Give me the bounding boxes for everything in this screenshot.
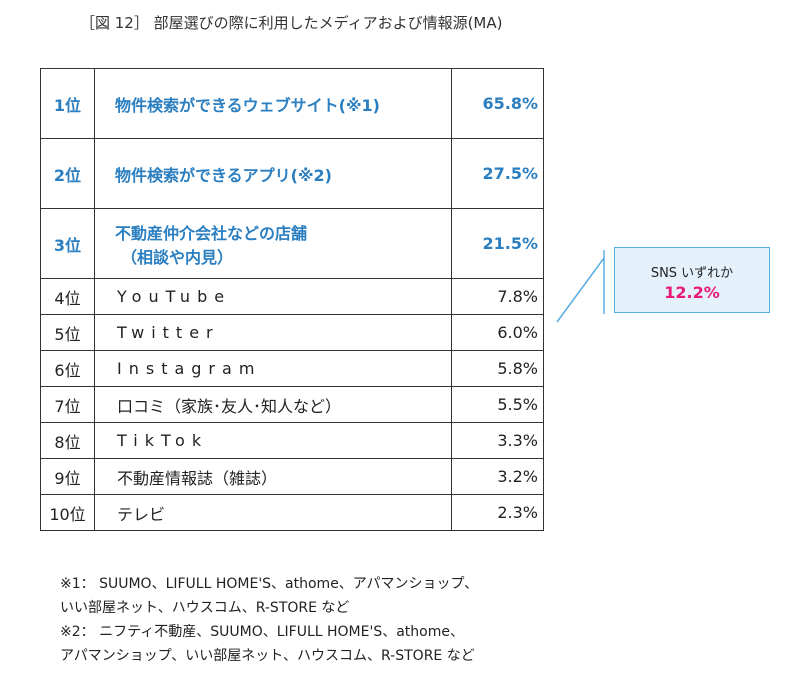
- rank-cell: 9位: [40, 458, 95, 495]
- figure-title: ［図 12］ 部屋選びの際に利用したメディアおよび情報源(MA): [80, 14, 503, 32]
- footnote-1-cont: いい部屋ネット、ハウスコム、R-STORE など: [60, 600, 350, 616]
- rank-cell: 4位: [40, 278, 95, 315]
- table-row: 2位 物件検索ができるアプリ(※2) 27.5%: [40, 138, 544, 209]
- rank-cell: 7位: [40, 386, 95, 423]
- item-cell: 物件検索ができるウェブサイト(※1): [94, 68, 452, 139]
- ranking-table: 1位 物件検索ができるウェブサイト(※1) 65.8% 2位 物件検索ができるア…: [40, 68, 544, 531]
- value-cell: 21.5%: [451, 208, 544, 279]
- callout-pointer-line: [556, 257, 605, 323]
- table-row: 1位 物件検索ができるウェブサイト(※1) 65.8%: [40, 68, 544, 139]
- footnote-1: ※1： SUUMO、LIFULL HOME'S、athome、アパマンショップ、: [60, 576, 479, 592]
- value-cell: 27.5%: [451, 138, 544, 209]
- item-cell: TikTok: [94, 422, 452, 459]
- item-cell: 不動産情報誌（雑誌）: [94, 458, 452, 495]
- item-cell: テレビ: [94, 494, 452, 531]
- value-cell: 6.0%: [451, 314, 544, 351]
- item-cell: 物件検索ができるアプリ(※2): [94, 138, 452, 209]
- footnote-2: ※2： ニフティ不動産、SUUMO、LIFULL HOME'S、athome、: [60, 624, 464, 640]
- value-cell: 3.2%: [451, 458, 544, 495]
- value-cell: 7.8%: [451, 278, 544, 315]
- value-cell: 3.3%: [451, 422, 544, 459]
- table-row: 5位 Twitter 6.0%: [40, 314, 544, 351]
- callout-value: 12.2%: [664, 283, 720, 302]
- item-cell: YouTube: [94, 278, 452, 315]
- table-row: 8位 TikTok 3.3%: [40, 422, 544, 459]
- footnote-2-cont: アパマンショップ、いい部屋ネット、ハウスコム、R-STORE など: [60, 648, 475, 664]
- rank-cell: 1位: [40, 68, 95, 139]
- item-cell: 口コミ（家族･友人･知人など）: [94, 386, 452, 423]
- value-cell: 2.3%: [451, 494, 544, 531]
- rank-cell: 3位: [40, 208, 95, 279]
- callout-label: SNS いずれか: [650, 266, 734, 281]
- value-cell: 5.8%: [451, 350, 544, 387]
- sns-callout-box: SNS いずれか 12.2%: [614, 247, 770, 313]
- table-row: 7位 口コミ（家族･友人･知人など） 5.5%: [40, 386, 544, 423]
- rank-cell: 10位: [40, 494, 95, 531]
- item-line-2: （相談や内見）: [121, 247, 234, 267]
- table-row: 10位 テレビ 2.3%: [40, 494, 544, 531]
- value-cell: 65.8%: [451, 68, 544, 139]
- rank-cell: 6位: [40, 350, 95, 387]
- item-line-1: 不動産仲介会社などの店舗: [115, 223, 308, 243]
- table-row: 9位 不動産情報誌（雑誌） 3.2%: [40, 458, 544, 495]
- rank-cell: 5位: [40, 314, 95, 351]
- table-row: 3位 不動産仲介会社などの店舗 （相談や内見） 21.5%: [40, 208, 544, 279]
- item-cell: Twitter: [94, 314, 452, 351]
- footnotes: ※1： SUUMO、LIFULL HOME'S、athome、アパマンショップ、…: [60, 572, 478, 668]
- rank-cell: 8位: [40, 422, 95, 459]
- value-cell: 5.5%: [451, 386, 544, 423]
- item-cell: 不動産仲介会社などの店舗 （相談や内見）: [94, 208, 452, 279]
- table-row: 4位 YouTube 7.8%: [40, 278, 544, 315]
- rank-cell: 2位: [40, 138, 95, 209]
- item-cell: Instagram: [94, 350, 452, 387]
- table-row: 6位 Instagram 5.8%: [40, 350, 544, 387]
